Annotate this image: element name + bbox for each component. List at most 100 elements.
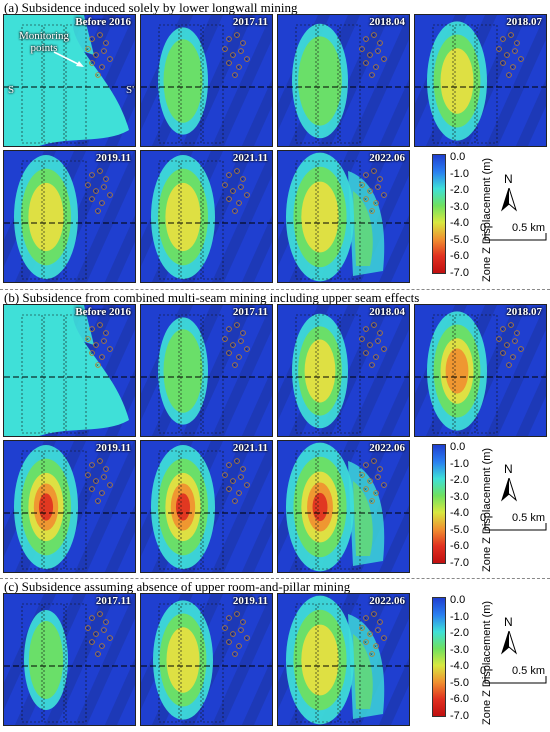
svg-text:×: ×: [501, 38, 504, 43]
colorbar-tick-label: -4.0: [450, 217, 469, 229]
colorbar-tick-label: -5.0: [450, 233, 469, 246]
panel-date-label: 2019.11: [95, 442, 131, 454]
colorbar-tick-label: -4.0: [450, 660, 469, 672]
svg-text:×: ×: [376, 629, 379, 634]
panel-date-label: 2021.11: [232, 152, 268, 164]
svg-text:×: ×: [239, 629, 242, 634]
svg-text:×: ×: [227, 617, 230, 622]
svg-text:×: ×: [237, 356, 240, 361]
svg-text:×: ×: [364, 464, 367, 469]
subsidence-map-panel: × × × × × × × × × × 2018.04: [277, 14, 410, 147]
panel-date-label: 2017.11: [95, 595, 131, 607]
colorbar: [432, 597, 446, 717]
svg-text:×: ×: [90, 62, 93, 67]
svg-text:×: ×: [378, 468, 381, 473]
svg-text:×: ×: [233, 500, 236, 505]
subsidence-map-panel: × × × × × × × × × × 2021.11: [140, 150, 273, 283]
section-b-title: (b) Subsidence from combined multi-seam …: [4, 290, 420, 305]
displacement-contour-map: ××××××××××: [278, 15, 409, 146]
svg-text:×: ×: [98, 324, 101, 329]
svg-text:×: ×: [509, 324, 512, 329]
colorbar-tick-label: -1.0: [450, 610, 469, 623]
svg-text:×: ×: [233, 653, 236, 658]
svg-text:×: ×: [227, 38, 230, 43]
north-label: N: [504, 462, 513, 476]
panel-date-label: 2018.04: [369, 16, 405, 28]
svg-text:×: ×: [372, 34, 375, 39]
north-arrow-icon: [500, 188, 518, 212]
svg-text:×: ×: [90, 617, 93, 622]
subsidence-map-panel: × × × × × × × × × × 2017.11: [140, 14, 273, 147]
panel-date-label: 2018.04: [369, 306, 405, 318]
svg-text:×: ×: [96, 364, 99, 369]
svg-text:×: ×: [100, 356, 103, 361]
colorbar-tick-label: -7.0: [450, 709, 469, 722]
svg-text:×: ×: [100, 66, 103, 71]
svg-text:×: ×: [108, 58, 111, 63]
svg-text:×: ×: [227, 328, 230, 333]
panel-date-label: 2022.06: [369, 442, 405, 454]
north-arrow-icon: [500, 478, 518, 502]
svg-text:×: ×: [104, 42, 107, 47]
svg-text:×: ×: [245, 58, 248, 63]
svg-text:×: ×: [102, 50, 105, 55]
panel-date-label: 2019.11: [232, 595, 268, 607]
displacement-contour-map: ××××××××××: [415, 305, 546, 436]
subsidence-map-panel: × × × × × × × × × × 2021.11: [140, 440, 273, 573]
colorbar-title: Zone Z Displacement (m): [481, 157, 493, 282]
svg-text:×: ×: [231, 480, 234, 485]
subsidence-map-panel: × × × × × × × × × × 2019.11: [3, 440, 136, 573]
north-arrow-icon: [500, 631, 518, 655]
section-separator: [0, 289, 550, 290]
svg-text:×: ×: [505, 54, 508, 59]
north-label: N: [504, 172, 513, 186]
svg-text:×: ×: [102, 476, 105, 481]
svg-text:×: ×: [378, 621, 381, 626]
svg-text:×: ×: [100, 645, 103, 650]
panel-date-label: 2018.07: [506, 306, 542, 318]
svg-text:×: ×: [368, 633, 371, 638]
svg-text:×: ×: [507, 74, 510, 79]
svg-text:×: ×: [368, 344, 371, 349]
displacement-contour-map: ××××××××××: [278, 441, 409, 572]
subsidence-map-panel: × × × × × × × × × × 2019.11: [140, 593, 273, 726]
svg-text:×: ×: [227, 352, 230, 357]
svg-text:×: ×: [235, 170, 238, 175]
displacement-contour-map: ××××××××××: [4, 305, 135, 436]
svg-text:×: ×: [513, 340, 516, 345]
svg-text:×: ×: [233, 74, 236, 79]
svg-text:×: ×: [372, 460, 375, 465]
svg-text:×: ×: [90, 352, 93, 357]
svg-text:×: ×: [376, 186, 379, 191]
svg-text:×: ×: [370, 364, 373, 369]
svg-text:×: ×: [86, 627, 89, 632]
svg-text:×: ×: [223, 184, 226, 189]
colorbar-tick-label: -3.0: [450, 490, 469, 503]
svg-text:×: ×: [108, 348, 111, 353]
svg-text:×: ×: [241, 42, 244, 47]
svg-text:×: ×: [231, 54, 234, 59]
svg-text:×: ×: [104, 468, 107, 473]
displacement-contour-map: ××××××××××: [415, 15, 546, 146]
svg-text:×: ×: [94, 54, 97, 59]
svg-text:×: ×: [233, 210, 236, 215]
subsidence-map-panel: × × × × × × × × × × Before 2016: [3, 14, 136, 147]
subsidence-map-panel: × × × × × × × × × × 2018.07: [414, 304, 547, 437]
panel-date-label: Before 2016: [75, 16, 131, 28]
svg-text:×: ×: [227, 488, 230, 493]
svg-text:×: ×: [368, 190, 371, 195]
scale-start-label: 0: [480, 665, 487, 677]
svg-text:×: ×: [382, 58, 385, 63]
svg-text:×: ×: [90, 488, 93, 493]
svg-text:×: ×: [382, 194, 385, 199]
colorbar-title: Zone Z Displacement (m): [481, 447, 493, 572]
svg-text:×: ×: [237, 492, 240, 497]
svg-text:×: ×: [227, 641, 230, 646]
displacement-contour-map: ××××××××××: [141, 305, 272, 436]
scale-start-label: 0: [480, 222, 487, 234]
svg-text:×: ×: [505, 344, 508, 349]
subsidence-map-panel: × × × × × × × × × × 2022.06: [277, 150, 410, 283]
svg-text:×: ×: [374, 66, 377, 71]
scale-end-label: 0.5 km: [512, 512, 546, 524]
svg-text:×: ×: [231, 633, 234, 638]
